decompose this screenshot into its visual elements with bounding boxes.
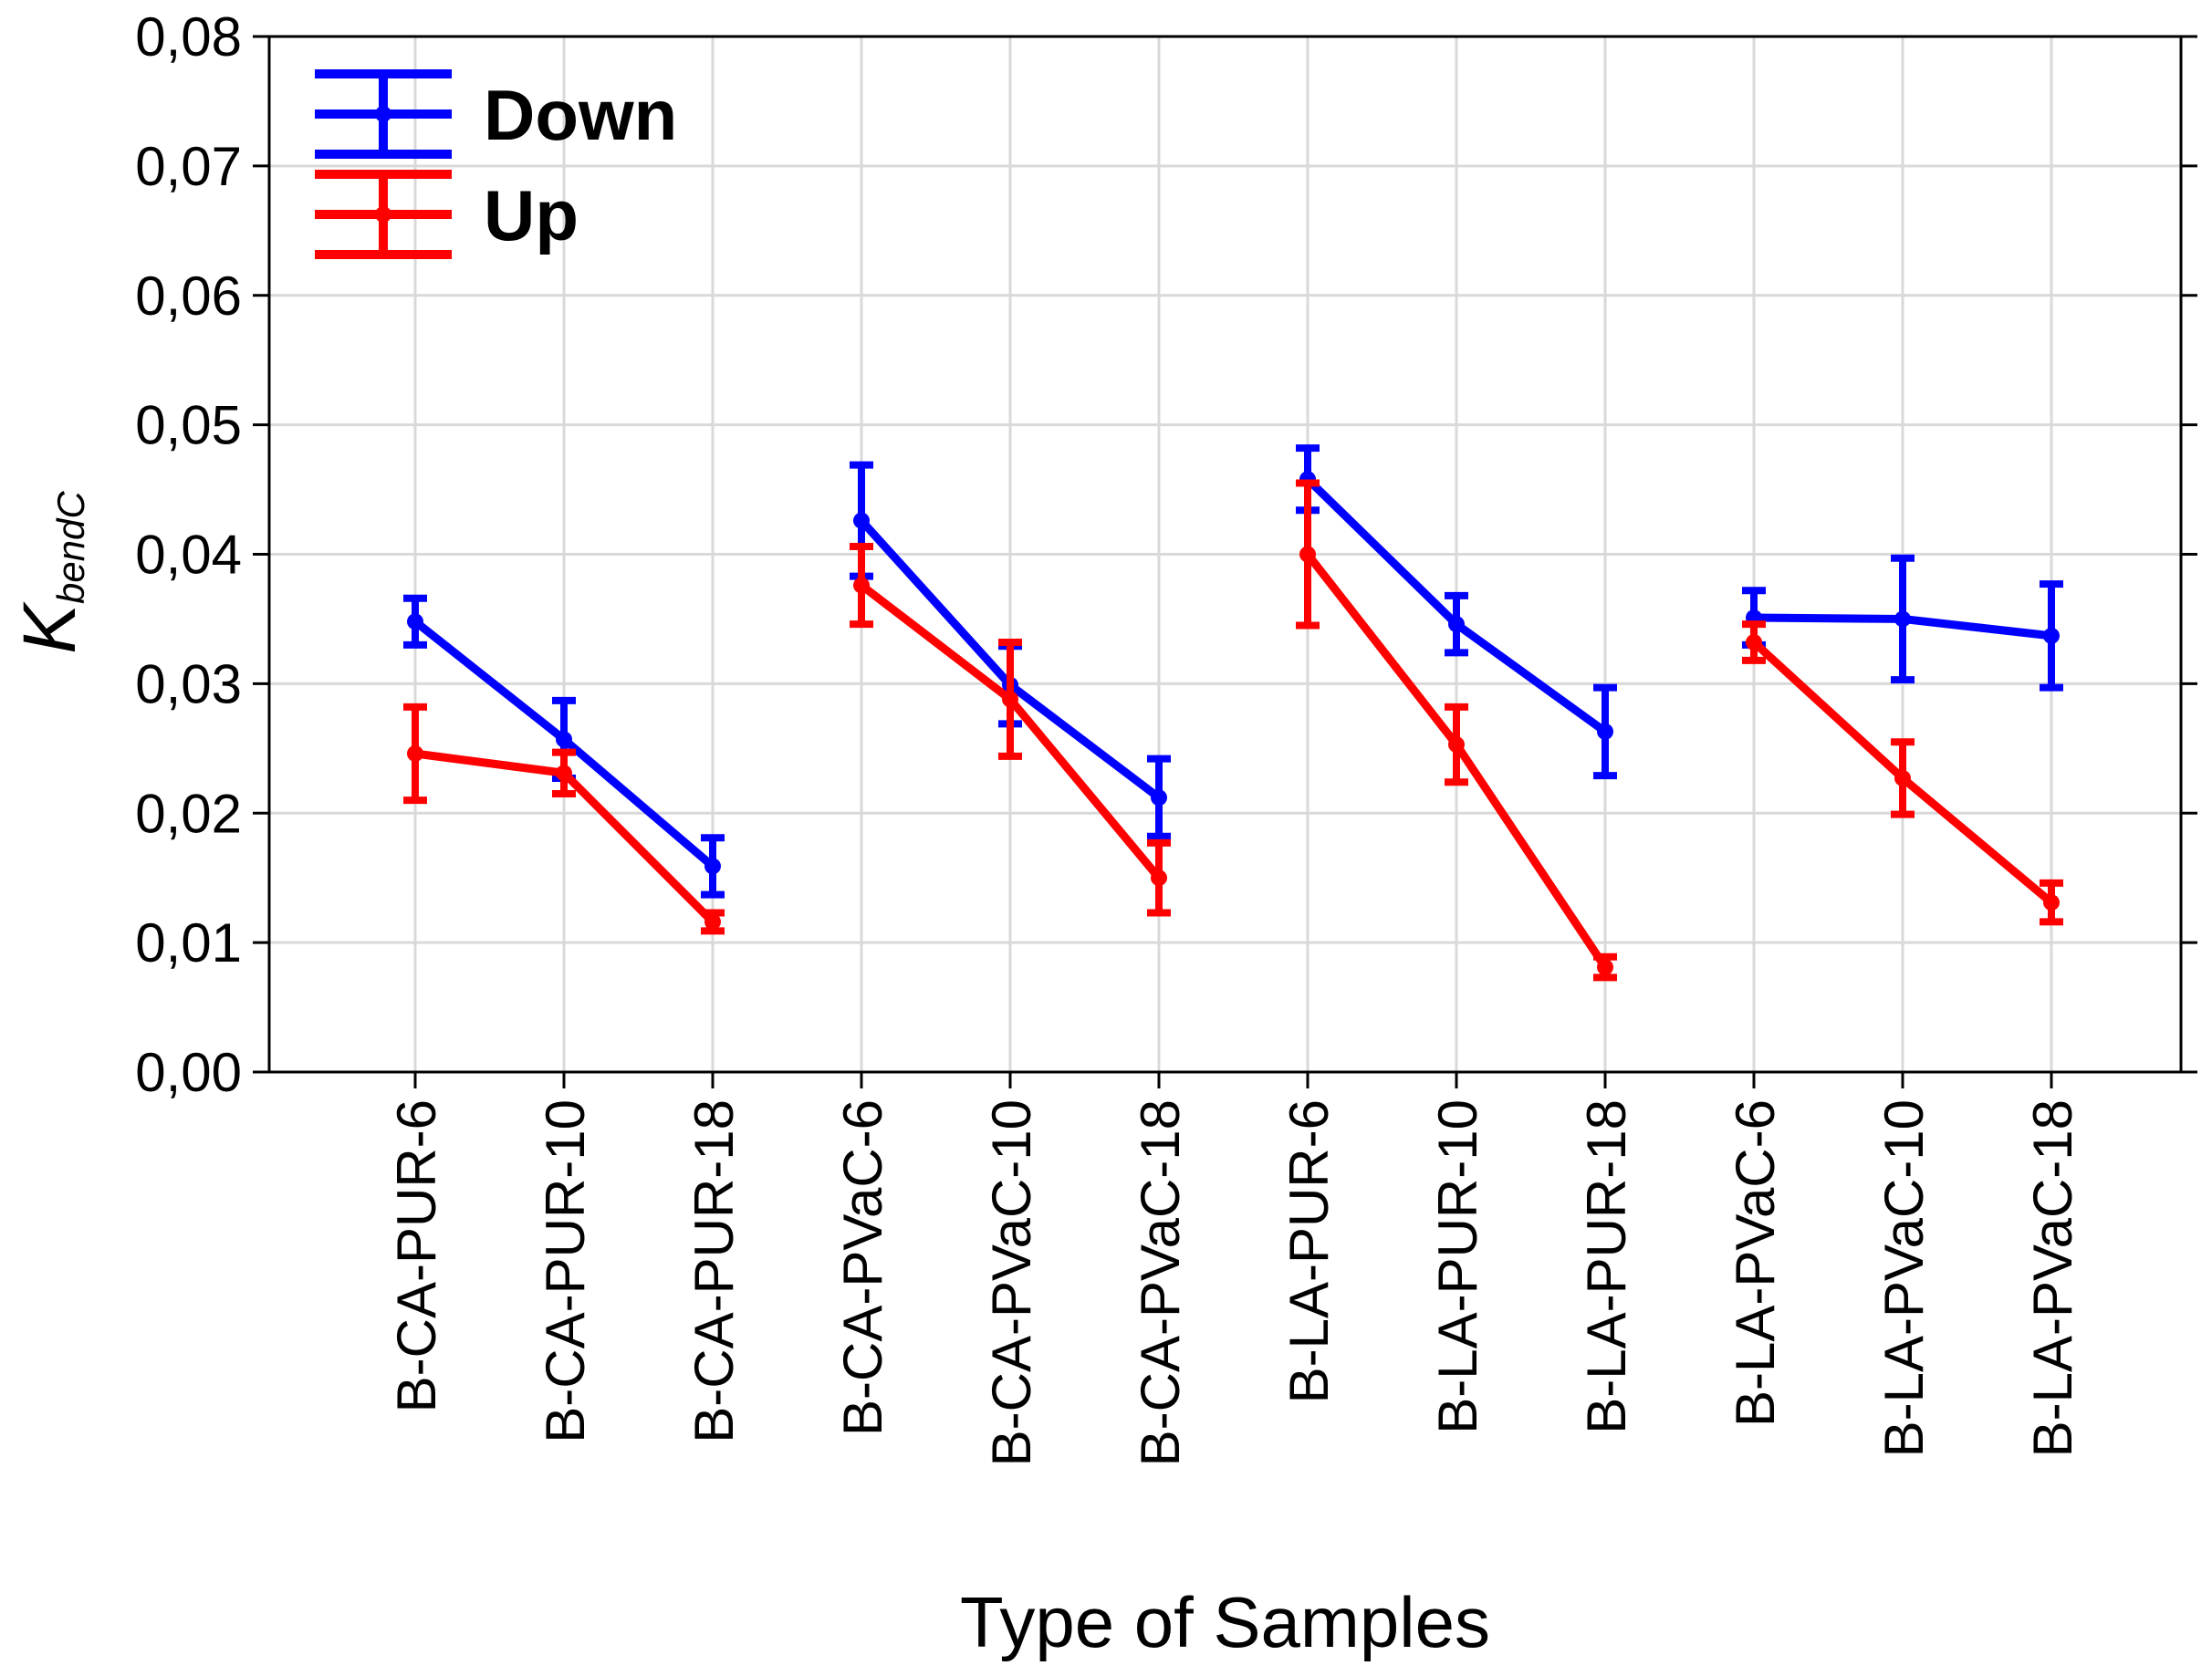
data-point <box>1597 959 1613 976</box>
series-down <box>403 444 2063 899</box>
data-point <box>853 512 870 529</box>
data-point <box>853 577 870 594</box>
data-point <box>1448 736 1465 754</box>
data-point <box>407 744 423 762</box>
x-axis-title: Type of Samples <box>960 1582 1490 1662</box>
data-point <box>2043 627 2060 644</box>
data-point <box>704 913 721 931</box>
data-point <box>1597 723 1613 740</box>
legend-item-up: Up <box>315 170 579 259</box>
data-point <box>556 731 572 748</box>
x-tick-label: B-LA-PUR-10 <box>1427 1099 1488 1434</box>
series-layer <box>403 444 2063 982</box>
data-point <box>1002 691 1018 708</box>
legend-label: Up <box>484 175 579 255</box>
y-tick-label: 0,04 <box>135 525 242 586</box>
legend-swatch-point <box>375 206 391 223</box>
data-point <box>1299 546 1316 563</box>
x-tick-label: B-CA-PUR-10 <box>535 1099 596 1443</box>
y-tick-label: 0,02 <box>135 783 242 844</box>
legend-label: Down <box>484 75 677 155</box>
y-tick-label: 0,05 <box>135 395 242 456</box>
data-point <box>556 765 572 782</box>
x-tick-label: B-CA-PVaC-18 <box>1130 1099 1191 1466</box>
x-tick-label: B-LA-PVaC-10 <box>1873 1099 1935 1457</box>
y-axis-title-sub: bendC <box>49 491 92 604</box>
y-axis-title-main: K <box>8 601 91 654</box>
legend: Down Up <box>315 69 677 259</box>
x-tick-label: B-CA-PUR-18 <box>683 1099 745 1443</box>
data-point <box>1151 789 1167 807</box>
legend-swatch-point <box>375 106 391 122</box>
y-tick-label: 0,06 <box>135 265 242 327</box>
x-tick-label: B-CA-PVaC-10 <box>981 1099 1042 1466</box>
data-point <box>1151 869 1167 887</box>
legend-item-down: Down <box>315 69 677 159</box>
data-point <box>407 613 423 630</box>
axes: 0,00 0,01 0,02 0,03 0,04 0,05 0,06 0,07 0,08 B-CA… <box>135 6 2197 1466</box>
data-point <box>2043 894 2060 911</box>
y-tick-label: 0,03 <box>135 653 242 714</box>
y-tick-label: 0,07 <box>135 136 242 197</box>
data-point <box>1894 610 1911 628</box>
x-tick-label: B-LA-PVaC-6 <box>1725 1099 1786 1427</box>
y-axis-title: KbendC <box>8 491 92 654</box>
data-point <box>704 858 721 875</box>
x-tick-label: B-CA-PUR-6 <box>386 1099 447 1412</box>
y-tick-label: 0,08 <box>135 6 242 68</box>
y-tick-label: 0,00 <box>135 1042 242 1103</box>
data-point <box>1894 769 1911 786</box>
x-tick-label: B-LA-PUR-18 <box>1576 1099 1637 1434</box>
x-tick-label: B-LA-PVaC-18 <box>2022 1099 2083 1457</box>
x-tick-label: B-CA-PVaC-6 <box>832 1099 893 1436</box>
data-point <box>1448 616 1465 633</box>
data-point <box>1746 633 1762 651</box>
x-tick-label: B-LA-PUR-6 <box>1278 1099 1340 1403</box>
y-tick-label: 0,01 <box>135 912 242 973</box>
series-up <box>403 479 2063 982</box>
